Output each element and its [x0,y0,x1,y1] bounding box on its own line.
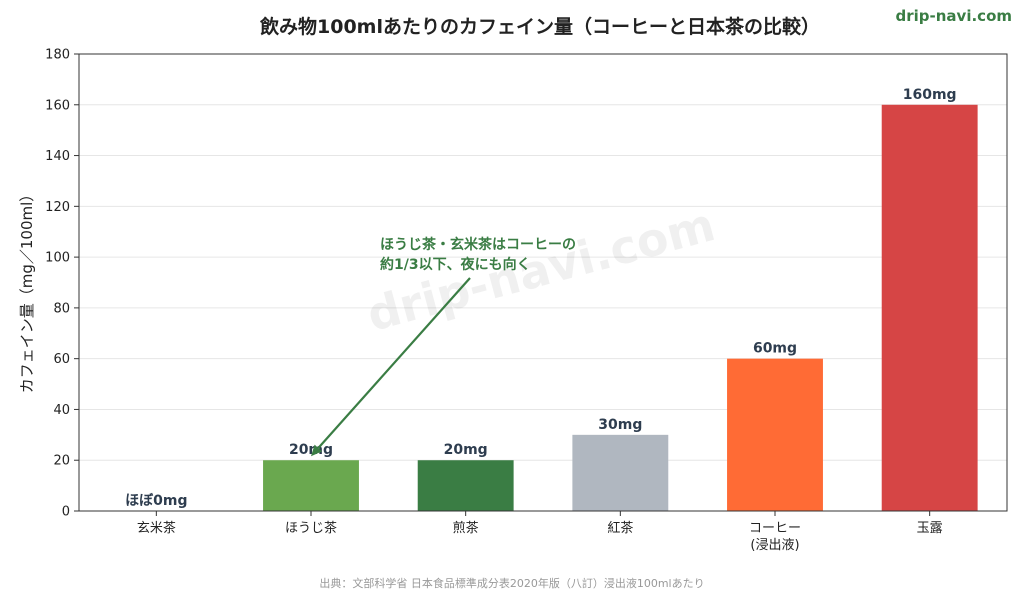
bar-value-label: 160mg [903,87,957,103]
y-tick-label: 140 [45,149,70,164]
source-note: 出典：文部科学省 日本食品標準成分表2020年版（八訂）浸出液100mlあたり [319,576,704,590]
annotation-arrow-head [311,444,323,457]
y-tick-label: 120 [45,200,70,215]
bar-value-label: 60mg [753,341,797,357]
x-axis: 玄米茶 ほうじ茶 煎茶 紅茶 コーヒー (浸出液) 玉露 [137,511,943,553]
x-tick-label: ほうじ茶 [285,520,337,536]
plot-frame [78,53,1008,512]
y-tick-label: 160 [45,98,70,113]
bar [263,460,359,511]
y-axis-label: カフェイン量（mg／100ml） [18,187,36,394]
x-tick-label: 玄米茶 [137,520,176,536]
y-axis: 0 20 40 60 80 100 120 140 160 180 [45,48,79,520]
bar [727,358,823,511]
x-tick-label: コーヒー [749,521,801,536]
y-tick-label: 80 [53,301,70,316]
bar-value-label: 20mg [444,442,488,458]
bar-value-label: 20mg [289,442,333,458]
bar [572,434,669,511]
x-tick-label: 紅茶 [607,520,633,536]
annotation-text: ほうじ茶・玄米茶はコーヒーの [380,236,576,253]
brand-label: drip-navi.com [896,7,1012,25]
x-tick-label: (浸出液) [750,538,799,553]
bars-group [263,104,978,512]
y-tick-label: 0 [62,505,70,520]
y-tick-label: 180 [45,48,70,63]
bar [417,460,514,511]
bar-value-label: ほぼ0mg [125,493,187,509]
grid-lines [79,104,1007,461]
x-tick-label: 煎茶 [453,520,479,536]
bar-value-label: 30mg [598,417,642,433]
x-tick-label: 玉露 [917,521,943,536]
y-tick-label: 100 [45,251,70,266]
annotation-arrow-line [317,277,471,449]
bar [881,104,978,512]
y-tick-label: 40 [53,403,70,418]
y-tick-label: 20 [53,454,70,469]
annotation-text: 約1/3以下、夜にも向く [380,256,531,273]
data-labels-group: ほぼ0mg 20mg 20mg 30mg 60mg 160mg [125,87,956,509]
chart-title: 飲み物100mlあたりのカフェイン量（コーヒーと日本茶の比較） [259,15,820,38]
y-tick-label: 60 [53,352,70,367]
